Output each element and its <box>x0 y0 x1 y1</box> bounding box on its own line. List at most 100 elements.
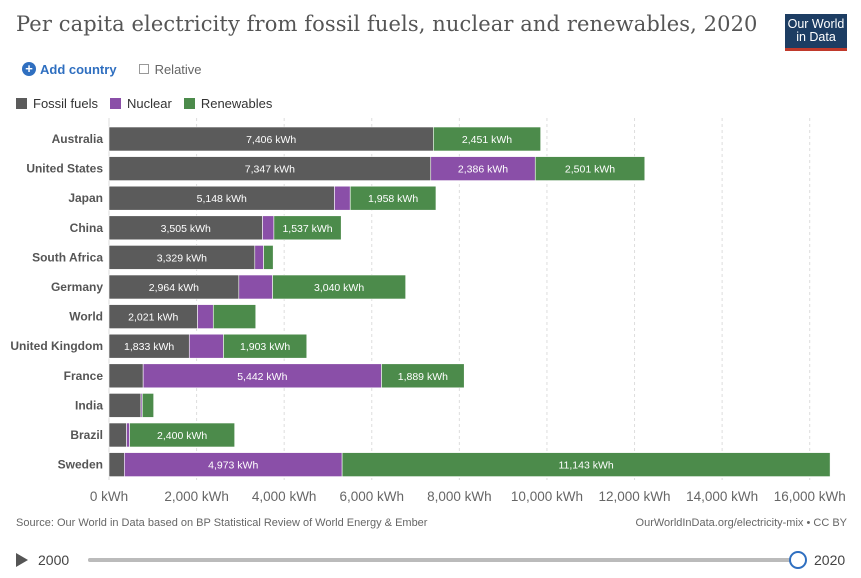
category-label: Australia <box>52 132 104 146</box>
source-note: Source: Our World in Data based on BP St… <box>16 517 428 529</box>
owid-logo[interactable]: Our World in Data <box>785 14 847 51</box>
bar-segment-nuclear[interactable] <box>124 452 343 477</box>
bar-segment-fossil-fuels[interactable] <box>108 215 263 241</box>
bar-segment-renewables[interactable] <box>263 245 274 270</box>
timeline-slider-track[interactable] <box>88 558 798 562</box>
add-country-button[interactable]: + Add country <box>22 62 117 77</box>
bar-segment-fossil-fuels[interactable] <box>108 245 256 270</box>
timeline-end-year: 2020 <box>814 552 846 568</box>
category-label: Sweden <box>58 458 103 472</box>
legend-swatch <box>183 98 195 109</box>
bar-segment-renewables[interactable] <box>129 422 235 448</box>
bar-segment-renewables[interactable] <box>381 363 465 389</box>
bar-segment-nuclear[interactable] <box>238 274 273 300</box>
bar-segment-renewables[interactable] <box>349 185 437 211</box>
x-tick-label: 6,000 kWh <box>339 489 404 504</box>
x-tick-label: 8,000 kWh <box>427 489 492 504</box>
relative-label: Relative <box>154 61 202 77</box>
data-label: 2,400 kWh <box>157 430 207 442</box>
bar-segment-fossil-fuels[interactable] <box>108 274 240 300</box>
category-label: Japan <box>68 191 103 205</box>
x-tick-label: 16,000 kWh <box>774 489 846 504</box>
category-label: United Kingdom <box>10 339 103 353</box>
bar-segment-fossil-fuels[interactable] <box>108 452 125 477</box>
bar-segment-renewables[interactable] <box>273 215 342 241</box>
legend-label: Nuclear <box>127 96 172 111</box>
bar-segment-renewables[interactable] <box>223 333 308 359</box>
data-label: 3,040 kWh <box>314 282 364 294</box>
bar-segment-fossil-fuels[interactable] <box>108 393 142 418</box>
legend-swatch <box>16 98 27 109</box>
category-label: India <box>75 398 103 412</box>
logo-line-2: in Data <box>796 30 836 44</box>
data-label: 5,442 kWh <box>237 371 287 383</box>
x-tick-label: 4,000 kWh <box>252 489 317 504</box>
data-label: 2,451 kWh <box>462 134 512 146</box>
timeline-start-year: 2000 <box>38 552 70 568</box>
chart-title: Per capita electricity from fossil fuels… <box>16 12 758 36</box>
bar-segment-nuclear[interactable] <box>142 363 382 389</box>
plus-icon: + <box>22 62 36 76</box>
category-label: Brazil <box>70 428 103 442</box>
data-label: 1,537 kWh <box>282 223 332 235</box>
timeline-slider-handle[interactable] <box>789 551 807 569</box>
bar-segment-nuclear[interactable] <box>188 333 224 359</box>
bar-segment-fossil-fuels[interactable] <box>108 422 127 448</box>
bar-segment-nuclear[interactable] <box>254 245 264 270</box>
bar-segment-fossil-fuels[interactable] <box>108 185 335 211</box>
chart-legend: Fossil fuels Nuclear Renewables <box>16 96 284 111</box>
legend-label: Fossil fuels <box>33 96 99 111</box>
category-label: United States <box>26 162 103 176</box>
data-label: 2,386 kWh <box>458 164 508 176</box>
x-tick-label: 12,000 kWh <box>599 489 671 504</box>
bar-segment-nuclear[interactable] <box>334 185 351 211</box>
category-label: France <box>64 369 104 383</box>
x-tick-label: 10,000 kWh <box>511 489 583 504</box>
data-label: 2,964 kWh <box>149 282 199 294</box>
category-label: South Africa <box>32 250 103 264</box>
bar-segment-renewables[interactable] <box>534 156 646 181</box>
category-label: Germany <box>51 280 103 294</box>
x-tick-label: 2,000 kWh <box>164 489 229 504</box>
source-url-link[interactable]: OurWorldInData.org/electricity-mix • CC … <box>635 517 847 529</box>
bar-segment-renewables[interactable] <box>212 304 257 329</box>
bar-segment-fossil-fuels[interactable] <box>108 126 434 152</box>
category-label: China <box>70 221 104 235</box>
data-label: 11,143 kWh <box>558 460 613 472</box>
bar-segment-renewables[interactable] <box>433 126 541 152</box>
data-label: 3,329 kWh <box>157 252 207 264</box>
bar-segment-nuclear[interactable] <box>430 156 536 181</box>
relative-toggle[interactable]: Relative <box>138 61 202 77</box>
bar-segment-renewables[interactable] <box>272 274 406 300</box>
data-label: 4,973 kWh <box>208 460 258 472</box>
bar-segment-renewables[interactable] <box>141 393 154 418</box>
legend-item-renewables[interactable]: Renewables <box>183 96 273 111</box>
bar-segment-nuclear[interactable] <box>197 304 214 329</box>
legend-item-fossil-fuels[interactable]: Fossil fuels <box>16 96 98 111</box>
bar-segment-fossil-fuels[interactable] <box>108 304 198 329</box>
play-icon[interactable] <box>16 553 28 567</box>
bar-segment-nuclear[interactable] <box>126 422 130 448</box>
stacked-bar-chart: 0 kWh 2,000 kWh 4,000 kWh 6,000 kWh 8,000 kW… <box>10 118 846 504</box>
legend-item-nuclear[interactable]: Nuclear <box>110 96 172 111</box>
bar-segment-renewables[interactable] <box>341 452 831 477</box>
data-label: 5,148 kWh <box>197 193 247 205</box>
bar-segment-fossil-fuels[interactable] <box>108 363 144 389</box>
category-label: World <box>69 310 103 324</box>
timeline-bar: 2000 2020 <box>0 545 861 575</box>
x-tick-label: 0 kWh <box>90 489 128 504</box>
add-country-label: Add country <box>40 61 117 77</box>
data-label: 7,406 kWh <box>246 134 296 146</box>
data-label: 1,833 kWh <box>124 341 174 353</box>
relative-checkbox[interactable] <box>138 64 149 74</box>
legend-label: Renewables <box>200 96 273 111</box>
bar-segment-nuclear[interactable] <box>262 215 275 241</box>
logo-line-1: Our World <box>787 17 845 31</box>
bar-segment-fossil-fuels[interactable] <box>108 333 190 359</box>
legend-swatch <box>110 98 122 109</box>
data-label: 1,958 kWh <box>368 193 418 205</box>
timeline-slider-fill <box>88 558 798 562</box>
data-label: 1,903 kWh <box>240 341 290 353</box>
data-label: 2,021 kWh <box>128 312 178 324</box>
data-label: 7,347 kWh <box>245 164 295 176</box>
